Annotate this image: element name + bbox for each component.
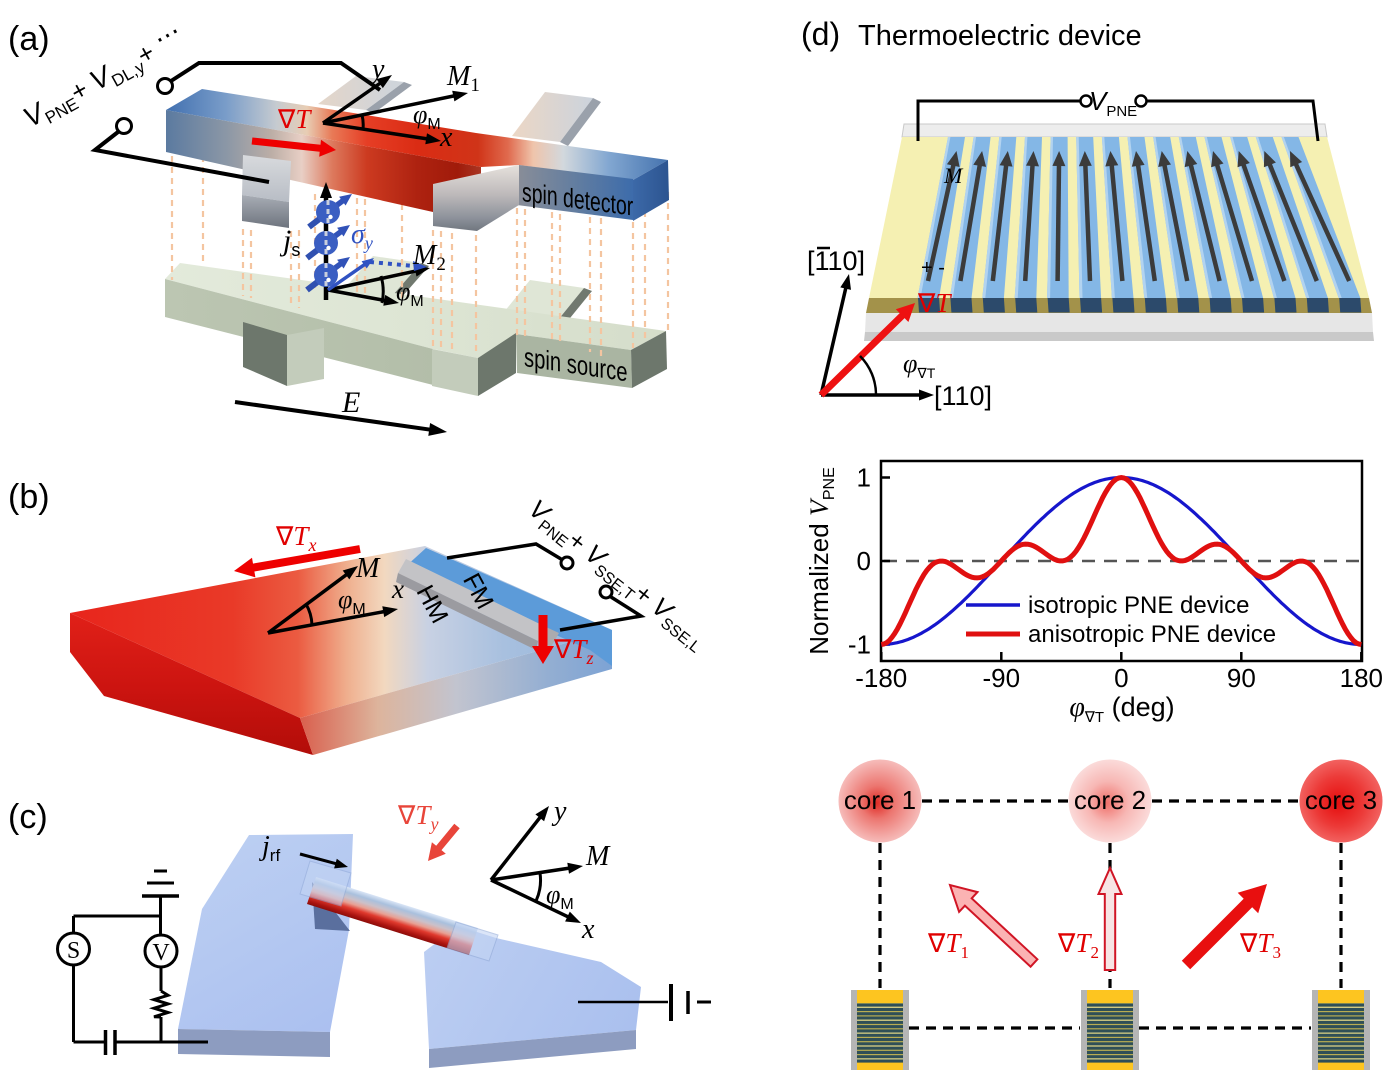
svg-text:anisotropic PNE device: anisotropic PNE device [1028,621,1276,648]
svg-text:jrf: jrf [259,831,280,865]
svg-text:φM: φM [546,880,574,913]
svg-text:1: 1 [857,463,871,493]
svg-text:M1: M1 [446,61,480,96]
svg-text:+ -: + - [921,257,945,279]
svg-text:90: 90 [1227,663,1256,693]
svg-text:V: V [152,940,170,966]
svg-text:∇T: ∇T [277,104,312,134]
svg-text:0: 0 [857,546,871,576]
svg-text:M: M [943,163,964,188]
svg-text:∇T: ∇T [917,288,952,318]
svg-text:x: x [439,122,453,153]
svg-text:φ∇T (deg): φ∇T (deg) [1069,692,1174,726]
svg-text:VPNE: VPNE [1089,86,1137,120]
svg-text:js: js [279,224,300,260]
svg-text:σy: σy [351,219,373,253]
svg-text:x: x [391,574,404,604]
svg-text:core 1: core 1 [844,785,916,815]
svg-text:[110]: [110] [807,246,865,276]
svg-text:∇T2: ∇T2 [1057,928,1099,962]
svg-text:isotropic PNE device: isotropic PNE device [1028,592,1249,619]
svg-text:core 2: core 2 [1074,785,1146,815]
svg-text:∇Tx: ∇Tx [275,521,316,555]
svg-text:(d): (d) [801,16,840,52]
svg-text:φM: φM [396,277,424,310]
svg-text:M2: M2 [412,240,446,275]
svg-text:-90: -90 [982,663,1020,693]
svg-text:φ∇T: φ∇T [903,349,936,381]
svg-text:∇T1: ∇T1 [927,928,969,962]
svg-text:(b): (b) [8,478,50,516]
svg-text:∇Tz: ∇Tz [553,634,593,668]
svg-text:(a): (a) [8,20,50,58]
svg-text:x: x [581,914,595,945]
svg-text:180: 180 [1340,663,1383,693]
svg-text:∇T3: ∇T3 [1239,928,1281,962]
svg-text:(c): (c) [8,798,48,836]
svg-text:[110]: [110] [934,381,992,411]
svg-text:M: M [355,553,381,584]
svg-text:φM: φM [338,585,366,618]
svg-text:∇Ty: ∇Ty [397,800,438,834]
svg-text:y: y [551,796,567,827]
svg-text:S: S [67,938,80,964]
svg-text:E: E [341,386,360,419]
svg-text:-1: -1 [848,630,871,660]
svg-text:Thermoelectric device: Thermoelectric device [858,20,1142,52]
svg-text:0: 0 [1114,663,1128,693]
svg-text:-180: -180 [855,663,907,693]
svg-text:y: y [369,54,385,85]
svg-text:core 3: core 3 [1305,785,1377,815]
svg-text:Normalized VPNE: Normalized VPNE [804,467,838,655]
svg-text:M: M [585,841,611,872]
svg-text:φM: φM [413,100,441,133]
